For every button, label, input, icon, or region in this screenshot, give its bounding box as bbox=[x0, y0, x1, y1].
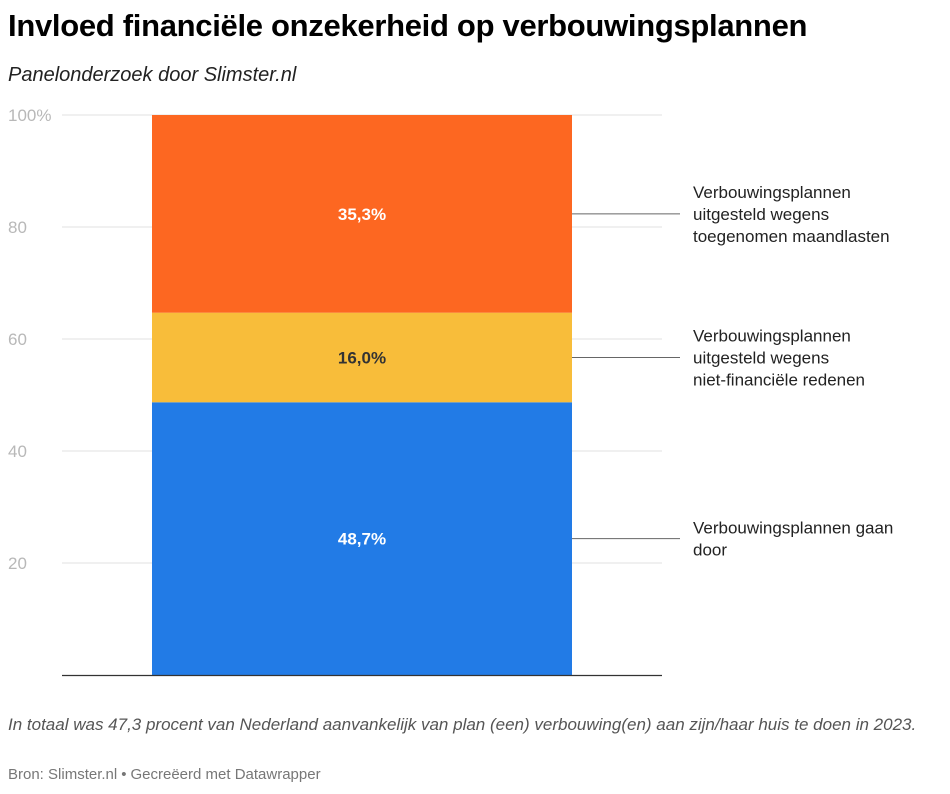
series-label: Verbouwingsplannen uitgesteld wegens toege… bbox=[693, 183, 890, 246]
y-tick-label: 60 bbox=[8, 330, 27, 349]
y-tick-label: 20 bbox=[8, 554, 27, 573]
chart-notes: In totaal was 47,3 procent van Nederland… bbox=[8, 715, 917, 734]
chart-subtitle: Panelonderzoek door Slimster.nl bbox=[8, 64, 297, 86]
data-label: 48,7% bbox=[338, 530, 386, 549]
chart-title: Invloed financiële onzekerheid op verbou… bbox=[8, 8, 808, 43]
bar-segment[interactable] bbox=[152, 312, 572, 403]
series-label: Verbouwingsplannen uitgesteld wegens niet-… bbox=[693, 326, 865, 389]
y-tick-label: 100% bbox=[8, 106, 51, 125]
stacked-bar-chart: 20 40 60 80 100% 48,7% Verbouwingsplannen gaan… bbox=[8, 106, 893, 677]
source-label: Bron: bbox=[8, 766, 44, 783]
series-label: Verbouwingsplannen gaan door bbox=[693, 519, 893, 560]
source-separator: • bbox=[121, 766, 127, 783]
credit-text[interactable]: Gecreëerd met Datawrapper bbox=[130, 766, 321, 783]
y-tick-label: 80 bbox=[8, 218, 27, 237]
bar-segment[interactable] bbox=[152, 115, 572, 313]
source-name[interactable]: Slimster.nl bbox=[48, 766, 118, 783]
bar-segment[interactable] bbox=[152, 402, 572, 675]
y-tick-label: 40 bbox=[8, 442, 27, 461]
data-label: 35,3% bbox=[338, 205, 386, 224]
data-label: 16,0% bbox=[338, 348, 386, 367]
chart-source: Bron: Slimster.nl • Gecreëerd met Datawrap… bbox=[8, 766, 321, 783]
